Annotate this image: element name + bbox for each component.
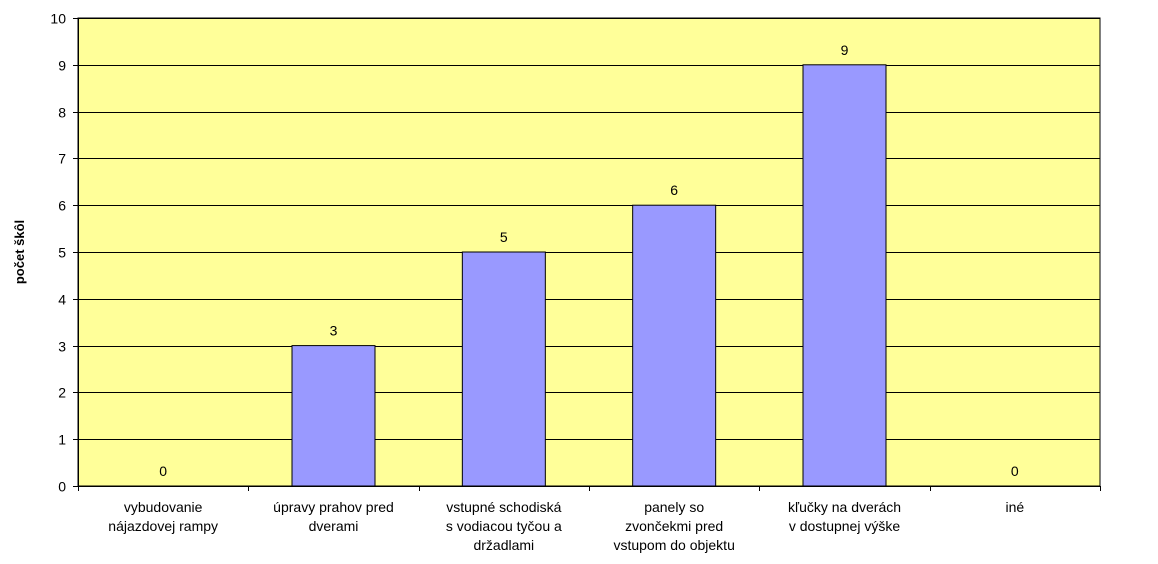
y-tick-label: 4 [58,292,66,308]
x-category-label-line: zvončekmi pred [625,518,723,534]
data-label: 3 [330,323,338,339]
x-category-label-line: iné [1005,499,1024,515]
x-category-labels: vybudovanie nájazdovej rampy úpravy prahov… [108,499,1024,553]
x-category-label-line: nájazdovej rampy [108,518,218,534]
y-tick-label: 5 [58,245,66,261]
x-category-label-line: kľučky na dverách [788,499,901,515]
x-category-label-line: panely so [644,499,704,515]
y-tick-label: 2 [58,385,66,401]
x-category-label-line: v dostupnej výške [789,518,900,534]
x-category-label-line: dverami [309,518,359,534]
x-category-label: iné [1005,499,1024,515]
bar [461,251,546,487]
y-tick-label: 8 [58,105,66,121]
data-label: 9 [841,42,849,58]
x-category-label: úpravy prahov pred dverami [273,499,394,534]
x-category-label: vstupné schodiská s vodiacou tyčou a držad… [446,499,562,553]
y-tick-label: 9 [58,58,66,74]
x-category-label-line: vybudovanie [124,499,203,515]
y-tick-label: 7 [58,151,66,167]
y-tick-labels: 0 1 2 3 4 5 6 7 8 9 10 [50,11,66,495]
x-category-label-line: s vodiacou tyčou a [446,518,562,534]
data-label: 5 [500,229,508,245]
x-category-label-line: vstupné schodiská [446,499,561,515]
data-label: 0 [1011,463,1019,479]
x-category-label: kľučky na dverách v dostupnej výške [788,499,901,534]
x-category-label: panely so zvončekmi pred vstupom do objekt… [613,499,734,553]
x-category-label-line: úpravy prahov pred [273,499,394,515]
data-labels: 0 3 5 6 9 0 [159,42,1019,479]
bar [632,204,717,487]
y-tick-label: 3 [58,339,66,355]
data-label: 0 [159,463,167,479]
y-tick-label: 10 [50,11,66,27]
y-axis-label: počet škôl [12,220,27,284]
y-tick-label: 6 [58,198,66,214]
data-label: 6 [670,182,678,198]
y-tick-label: 0 [58,479,66,495]
bar [291,345,376,487]
bar [802,64,887,487]
y-tick-label: 1 [58,432,66,448]
bars [291,64,887,487]
x-category-label-line: vstupom do objektu [613,537,734,553]
x-category-label-line: držadlami [473,537,534,553]
x-category-label: vybudovanie nájazdovej rampy [108,499,218,534]
